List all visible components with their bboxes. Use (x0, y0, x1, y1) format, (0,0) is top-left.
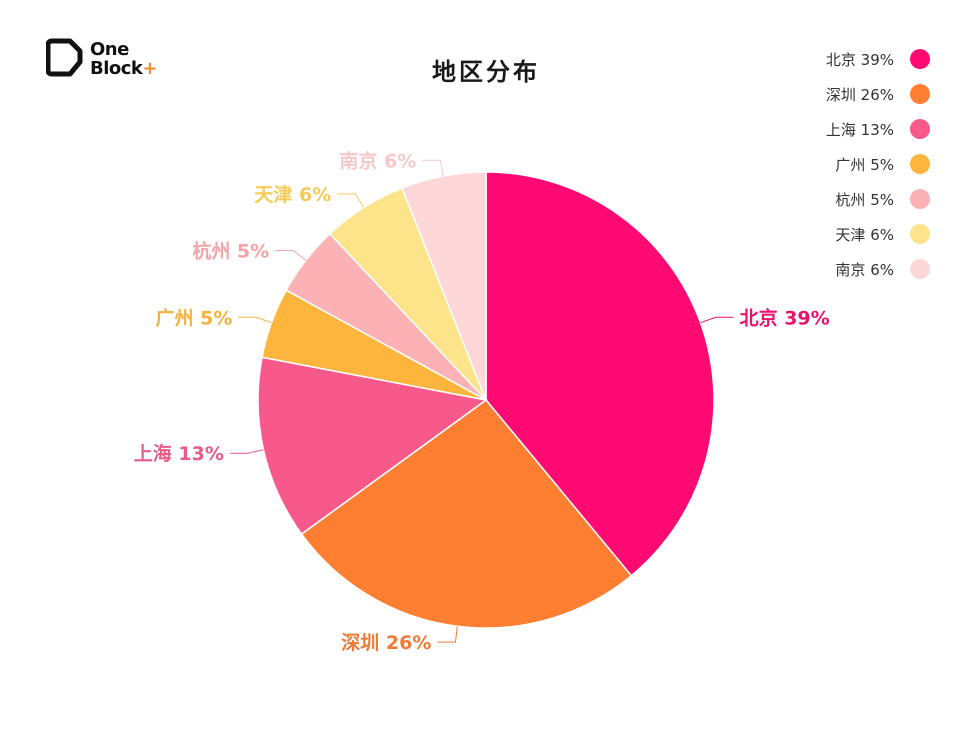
chart-legend: 北京 39% 深圳 26% 上海 13% 广州 5% 杭州 5% 天津 6% 南京 6% (790, 44, 940, 289)
data-label-2: 上海 13% (134, 442, 224, 465)
pie-slice-0 (485, 171, 715, 577)
logo-mark-icon (46, 38, 83, 77)
logo-line-2-text: Block (90, 58, 143, 79)
legend-swatch-6 (910, 259, 930, 279)
legend-label-3: 广州 5% (835, 156, 894, 174)
data-label-0: 北京 39% (740, 306, 830, 329)
logo-plus: + (142, 58, 157, 79)
legend-label-2: 上海 13% (825, 121, 894, 139)
logo-wordmark: One Block+ (90, 40, 157, 78)
legend-item-1[interactable]: 深圳 26% (790, 79, 940, 114)
legend-label-5: 天津 6% (835, 226, 894, 244)
leader-line-2 (229, 449, 264, 454)
legend-item-2[interactable]: 上海 13% (790, 114, 940, 149)
leader-line-5 (337, 193, 365, 208)
legend-swatch-1 (910, 84, 930, 104)
legend-swatch-3 (910, 154, 930, 174)
leader-line-3 (238, 316, 272, 324)
data-label-4: 杭州 5% (192, 240, 269, 263)
legend-item-3[interactable]: 广州 5% (790, 149, 940, 184)
legend-label-6: 南京 6% (835, 261, 894, 279)
leader-line-6 (422, 159, 444, 177)
legend-item-6[interactable]: 南京 6% (790, 254, 940, 289)
oneblock-logo: One Block+ (46, 38, 176, 82)
data-label-3: 广州 5% (156, 306, 233, 329)
legend-label-0: 北京 39% (825, 51, 894, 69)
leader-line-1 (437, 626, 458, 643)
pie-slice-6 (401, 171, 487, 401)
pie-slice-2 (257, 356, 488, 536)
data-label-6: 南京 6% (339, 149, 416, 172)
legend-swatch-2 (910, 119, 930, 139)
legend-swatch-5 (910, 224, 930, 244)
legend-swatch-4 (910, 189, 930, 209)
legend-swatch-0 (910, 49, 930, 69)
logo-line-2: Block+ (90, 59, 157, 78)
logo-line-1: One (90, 39, 129, 60)
leader-line-0 (700, 316, 734, 324)
legend-label-4: 杭州 5% (835, 191, 894, 209)
data-label-5: 天津 6% (254, 183, 331, 206)
legend-item-5[interactable]: 天津 6% (790, 219, 940, 254)
legend-item-0[interactable]: 北京 39% (790, 44, 940, 79)
legend-item-4[interactable]: 杭州 5% (790, 184, 940, 219)
legend-label-1: 深圳 26% (825, 86, 894, 104)
data-label-1: 深圳 26% (341, 631, 431, 654)
leader-line-4 (275, 250, 307, 261)
chart-title: 地区分布 (432, 58, 540, 86)
